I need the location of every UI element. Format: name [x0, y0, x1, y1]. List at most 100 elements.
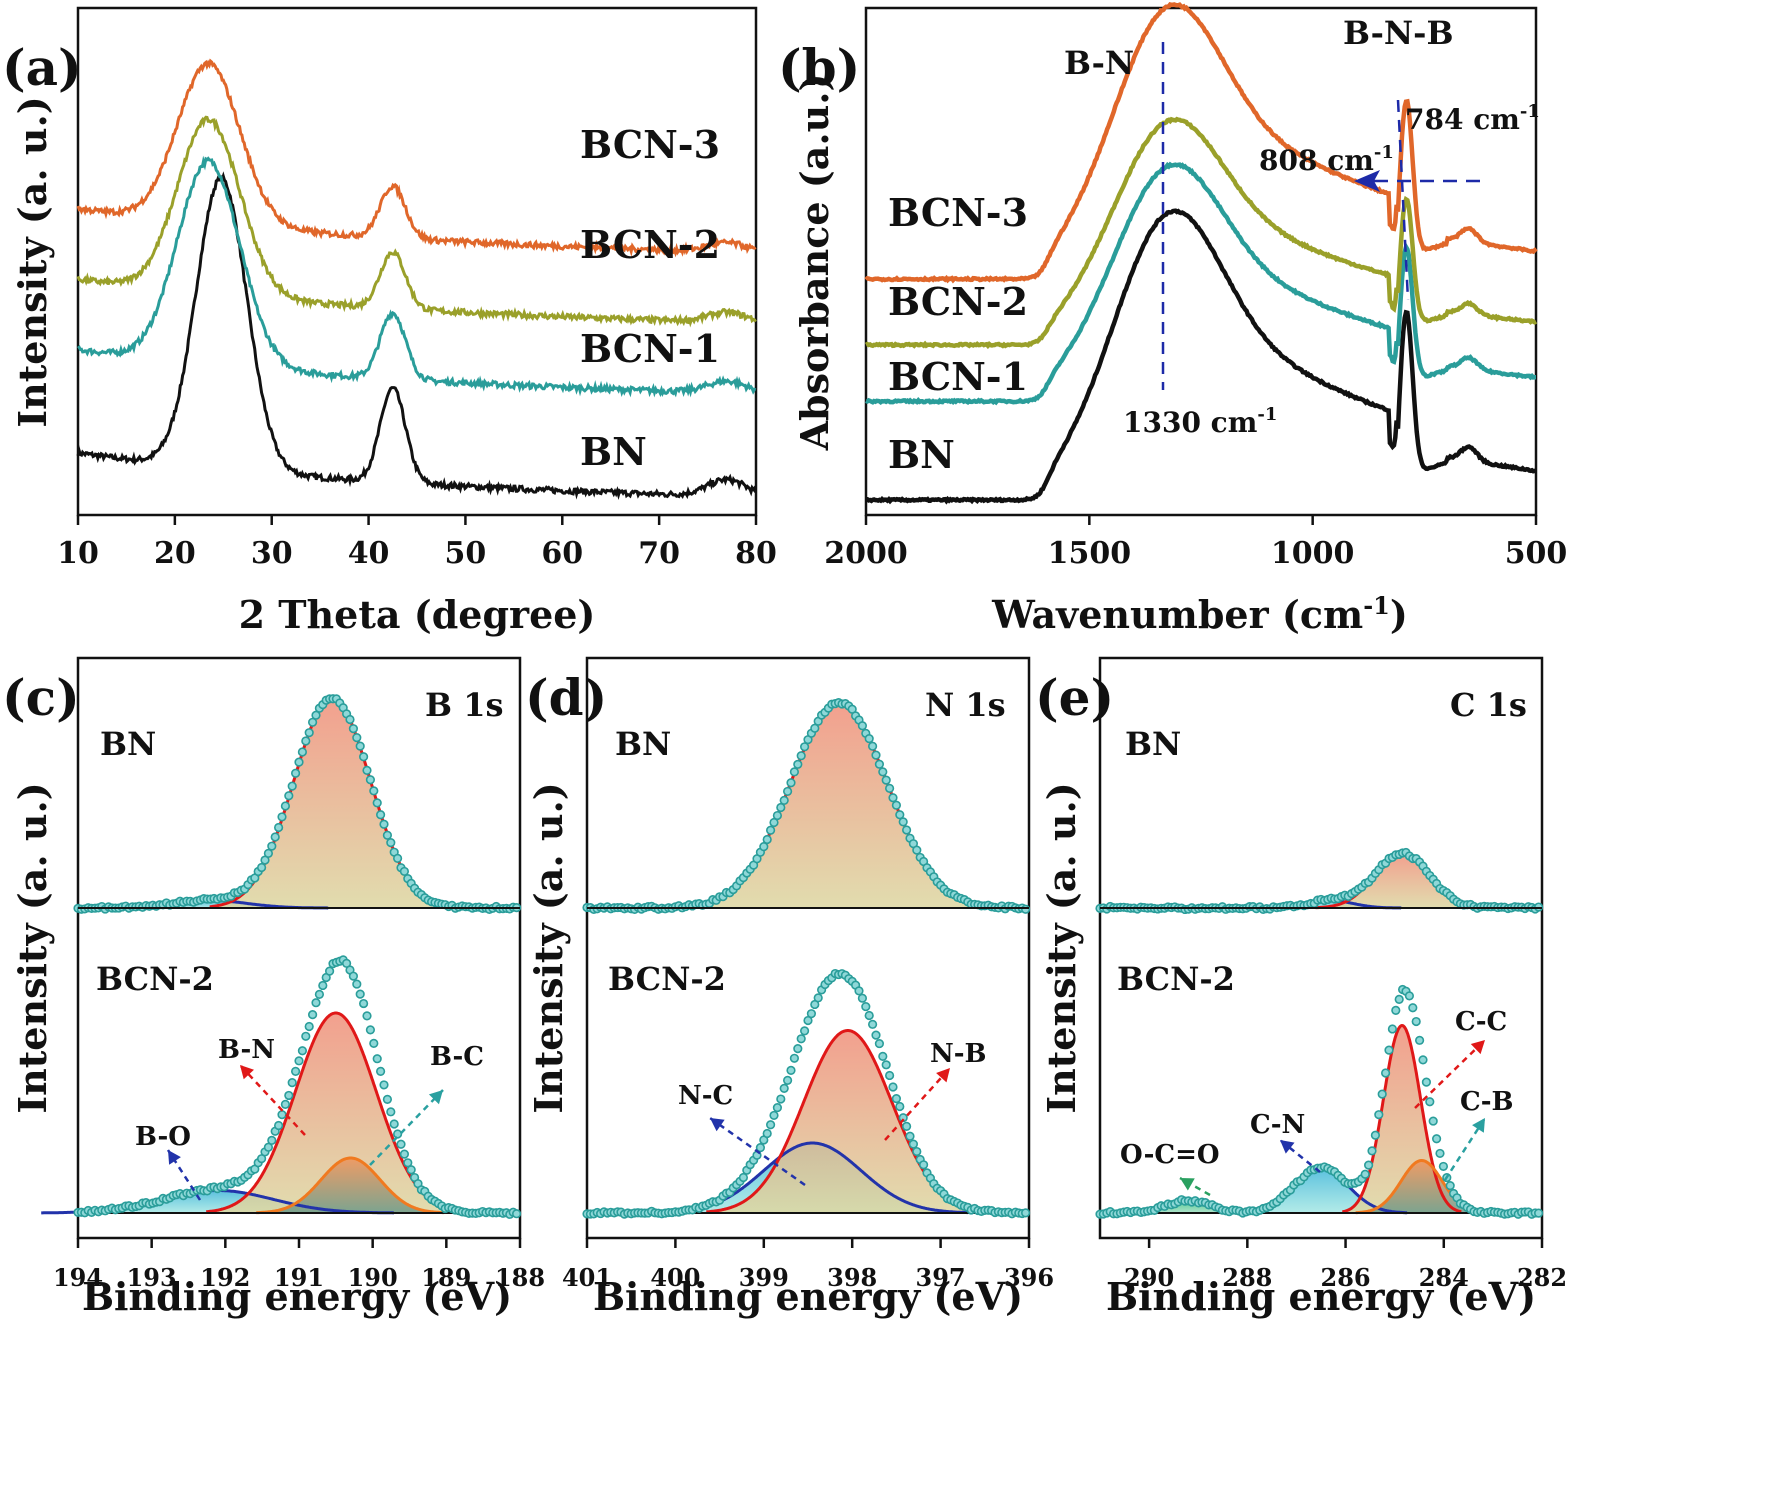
xps-data-point	[277, 812, 287, 822]
d-nb-arrow-head-icon	[936, 1068, 950, 1083]
xps-data-point	[376, 1066, 386, 1076]
panel-a-x-tick-label: 70	[638, 536, 680, 571]
panel-a-xrd: (a) 10 20 30 40 50 60 70 80 BN BCN-1 BCN-2 BCN-3 2…	[2, 6, 777, 637]
panel-b-x-tick-label: 1500	[1048, 536, 1132, 571]
panel-c-x-tick-label: 194	[53, 1263, 103, 1292]
xps-data-point	[895, 810, 905, 820]
xps-data-point	[304, 728, 314, 738]
xps-data-point	[799, 742, 810, 752]
xrd-line-bcn-1	[77, 155, 757, 398]
xps-data-point	[403, 1158, 413, 1168]
panel-c-x-tick-label: 192	[200, 1263, 250, 1292]
panel-b-x-tick-label: 500	[1505, 536, 1568, 571]
xps-data-point	[270, 832, 280, 842]
xps-data-point	[762, 1128, 772, 1139]
xps-data-point	[912, 845, 922, 855]
panel-e-comp-cc: C-C	[1455, 1007, 1507, 1037]
e-cc-arrow-head-icon	[1470, 1040, 1485, 1055]
panel-a-series-labels: BN BCN-1 BCN-2 BCN-3	[580, 122, 720, 474]
xps-data-point	[901, 1121, 912, 1131]
peak-784-label: 784 cm-1	[1405, 101, 1540, 136]
panel-d-xlabel: Binding energy (eV)	[593, 1274, 1023, 1319]
bnb-dashed-vline	[1396, 99, 1410, 301]
ftir-line-bn	[865, 208, 1537, 505]
b-n-label: B-N	[1064, 44, 1134, 82]
xps-data-point	[1394, 994, 1404, 1004]
xps-data-point	[901, 825, 912, 835]
panel-e-comp-cn: C-N	[1250, 1110, 1305, 1140]
xps-data-point	[284, 791, 294, 801]
xps-data-point	[1363, 1160, 1374, 1170]
panel-e-title: C 1s	[1450, 686, 1527, 724]
panel-d-x-tick-label: 401	[562, 1263, 612, 1292]
xps-data-point	[355, 741, 365, 751]
xps-data-point	[365, 775, 376, 785]
panel-a-series	[76, 58, 758, 501]
panel-c-letter: (c)	[2, 668, 80, 727]
xps-data-point	[857, 721, 868, 731]
e-oco-arrow-head-icon	[1180, 1178, 1195, 1191]
xps-fill-bn	[683, 703, 995, 908]
xps-data-point	[297, 1046, 308, 1056]
bnb-shift-arrow-icon	[1354, 170, 1380, 192]
panel-e-plot	[1095, 847, 1544, 1219]
xps-data-point	[277, 1110, 287, 1120]
xps-data-point	[905, 1131, 915, 1141]
xps-data-points-bcn2	[1095, 984, 1544, 1219]
xps-data-point	[765, 1120, 776, 1130]
xps-data-point	[314, 989, 325, 999]
xps-data-point	[511, 1209, 522, 1219]
xps-data-point	[898, 817, 908, 827]
xps-data-point	[1404, 991, 1414, 1001]
xps-data-point	[786, 778, 796, 788]
panel-d-sample-bn: BN	[615, 725, 671, 763]
xps-data-point	[1435, 1148, 1445, 1159]
e-cb-arrow-head-icon	[1472, 1118, 1485, 1133]
xps-data-point	[393, 1129, 403, 1139]
xps-data-point	[393, 853, 403, 863]
c-bc-arrow-head-icon	[428, 1090, 443, 1105]
panel-e-x-tick-label: 290	[1124, 1263, 1174, 1292]
xps-data-point	[352, 733, 362, 743]
panel-d-sample-bcn2: BCN-2	[608, 960, 726, 998]
xps-data-point	[881, 1060, 891, 1070]
panel-c-x-tick-label: 189	[421, 1263, 471, 1292]
xps-data-point	[1408, 1003, 1418, 1013]
xps-data-point	[884, 1070, 895, 1081]
xps-data-point	[369, 786, 379, 796]
xps-data-point	[1425, 1097, 1435, 1107]
xps-data-point	[789, 767, 800, 777]
panel-a-x-tick-label: 60	[541, 536, 583, 571]
xps-data-point	[796, 1034, 806, 1044]
xps-fill-bcn2	[706, 1030, 989, 1213]
panel-e-c1s: (e) 290 288 286 284 282 C 1s BN BCN-2 C-C C-…	[1035, 656, 1567, 1319]
xps-data-point	[786, 1065, 796, 1075]
panel-a-x-tick-label: 50	[445, 536, 487, 571]
ftir-label-bcn-1: BCN-1	[888, 354, 1028, 399]
xps-data-point	[799, 1026, 810, 1036]
ftir-line-bcn-1	[865, 161, 1536, 406]
xps-data-point	[359, 752, 369, 762]
panel-a-x-tick-label: 30	[251, 536, 293, 571]
xps-data-point	[352, 979, 362, 989]
xps-data-point	[782, 786, 793, 797]
panel-b-series	[864, 1, 1538, 505]
xps-data-point	[1421, 1077, 1431, 1087]
xps-data-point	[297, 747, 308, 757]
xps-data-point	[396, 1139, 406, 1149]
xps-data-point	[762, 834, 772, 845]
xps-component-line-bcn2	[1341, 1023, 1462, 1214]
panel-d-x-tick-label: 399	[739, 1263, 789, 1292]
panel-d-ylabel: Intensity (a. u.)	[526, 782, 571, 1113]
xps-data-point	[772, 1102, 783, 1113]
xps-data-point	[912, 1146, 922, 1157]
e-cn-arrow-head-icon	[1280, 1140, 1295, 1154]
peak-784-sup: -1	[1520, 101, 1540, 122]
panel-c-comp-bn: B-N	[218, 1035, 275, 1065]
xps-data-point	[301, 736, 311, 746]
panel-e-x-tick-label: 284	[1419, 1263, 1469, 1292]
xps-data-point	[810, 723, 820, 733]
xps-data-point	[1377, 1089, 1387, 1099]
panel-d-title: N 1s	[925, 686, 1006, 724]
